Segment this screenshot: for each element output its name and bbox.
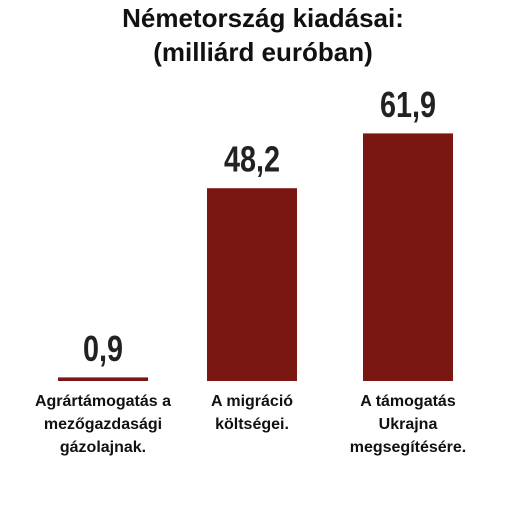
bar bbox=[207, 188, 297, 381]
bar bbox=[58, 377, 148, 381]
category-label: Agrártámogatás a mezőgazdasági gázolajna… bbox=[34, 393, 172, 456]
category-label: A támogatás Ukrajna megsegítésére. bbox=[349, 393, 467, 456]
chart-title: Németország kiadásai: bbox=[122, 3, 404, 33]
value-label: 61,9 bbox=[380, 84, 436, 125]
chart-subtitle: (milliárd euróban) bbox=[153, 37, 373, 67]
bar bbox=[363, 133, 453, 381]
category-label: A migráció költségei. bbox=[210, 393, 294, 433]
value-label: 0,9 bbox=[83, 328, 123, 369]
value-label: 48,2 bbox=[224, 139, 280, 180]
